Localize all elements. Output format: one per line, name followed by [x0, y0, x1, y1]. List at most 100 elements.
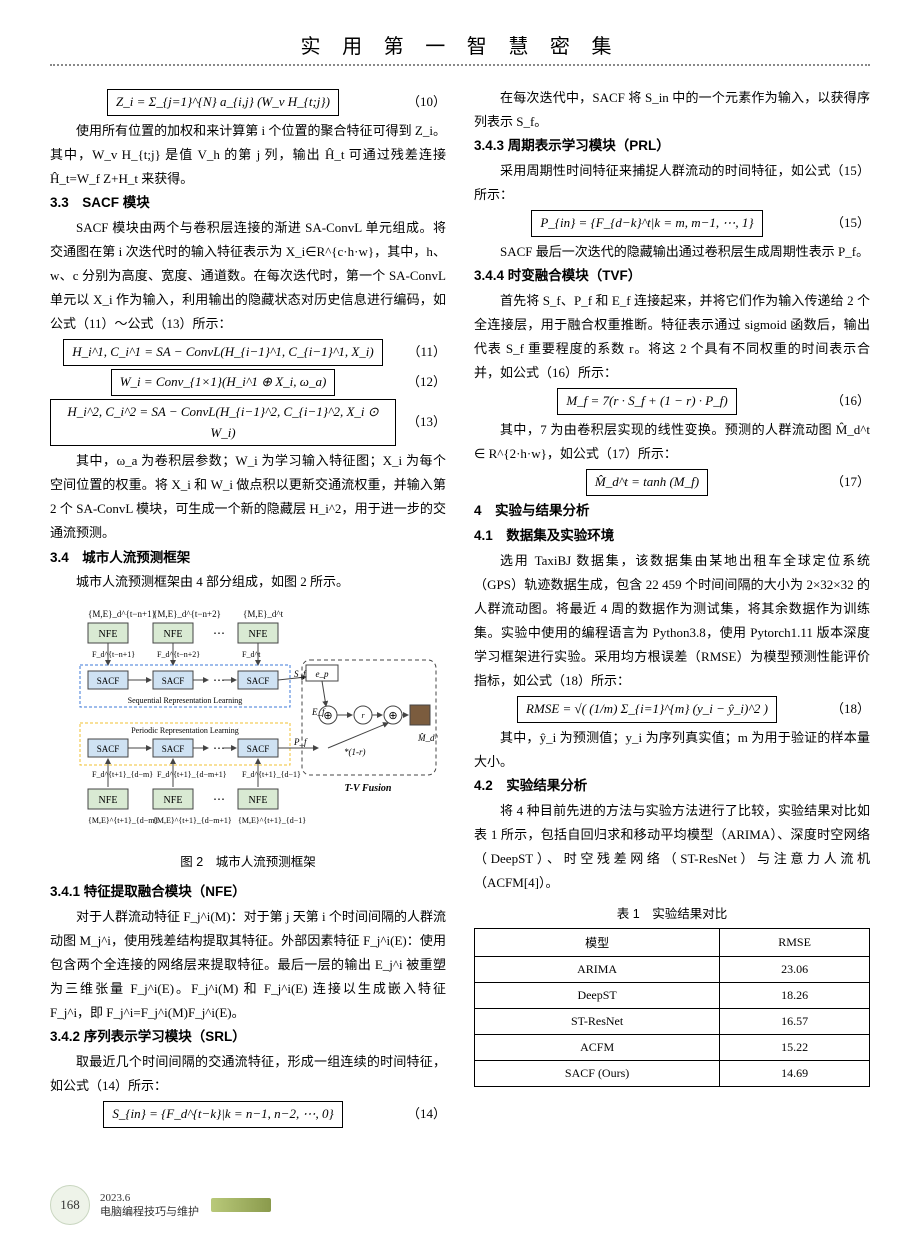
svg-text:F_d^{t+1}_{d−m+1}: F_d^{t+1}_{d−m+1} — [157, 770, 227, 779]
eq18-formula: RMSE = √( (1/m) Σ_{i=1}^{m} (y_i − ŷ_i)^… — [517, 696, 777, 723]
svg-text:SACF: SACF — [162, 744, 185, 754]
svg-text:M̂_d^t: M̂_d^t — [417, 732, 438, 742]
table-col-0: 模型 — [475, 929, 720, 957]
eq18-num: （18） — [820, 699, 870, 720]
figure-2: {M,E}_d^{t−n+1} {M,E}_d^{t−n+2} {M,E}_d^… — [50, 605, 446, 870]
eq14-formula: S_{in} = {F_d^{t−k}|k = n−1, n−2, ⋯, 0} — [103, 1101, 342, 1128]
svg-text:NFE: NFE — [99, 795, 118, 806]
svg-text:NFE: NFE — [249, 629, 268, 640]
svg-text:F_d^{t+1}_{d−1}: F_d^{t+1}_{d−1} — [242, 770, 301, 779]
eq15-formula: P_{in} = {F_{d−k}^t|k = m, m−1, ⋯, 1} — [531, 210, 762, 237]
equation-12: W_i = Conv_{1×1}(H_i^1 ⊕ X_i, ω_a) （12） — [50, 369, 446, 396]
para-3-4-2: 取最近几个时间间隔的交通流特征，形成一组连续的时间特征，如公式（14）所示： — [50, 1050, 446, 1098]
eq16-formula: M_f = 7(r · S_f + (1 − r) · P_f) — [557, 388, 736, 415]
section-4-1: 4.1 数据集及实验环境 — [474, 524, 870, 549]
para-3-4-4a: 首先将 S_f、P_f 和 E_f 连接起来，并将它们作为输入传递给 2 个全连… — [474, 289, 870, 385]
eq11-num: （11） — [396, 342, 446, 363]
equation-13: H_i^2, C_i^2 = SA − ConvL(H_{i−1}^2, C_{… — [50, 399, 446, 447]
para-3-4-1: 对于人群流动特征 F_j^i(M)：对于第 j 天第 i 个时间间隔的人群流动图… — [50, 905, 446, 1025]
table-1: 模型 RMSE ARIMA 23.06 DeepST 18.26 ST-ResN… — [474, 928, 870, 1087]
fig-nfe-top: NFE NFE ⋯ NFE — [88, 623, 278, 643]
table-col-1: RMSE — [720, 929, 870, 957]
svg-text:F_d^{t+1}_{d−m}: F_d^{t+1}_{d−m} — [92, 770, 153, 779]
equation-14: S_{in} = {F_d^{t−k}|k = n−1, n−2, ⋯, 0} … — [50, 1101, 446, 1128]
para-3-4: 城市人流预测框架由 4 部分组成，如图 2 所示。 — [50, 570, 446, 594]
svg-text:NFE: NFE — [99, 629, 118, 640]
svg-text:T-V Fusion: T-V Fusion — [345, 783, 392, 794]
svg-text:NFE: NFE — [164, 795, 183, 806]
eq11-formula: H_i^1, C_i^1 = SA − ConvL(H_{i−1}^1, C_{… — [63, 339, 382, 366]
svg-text:⊕: ⊕ — [388, 710, 397, 722]
equation-16: M_f = 7(r · S_f + (1 − r) · P_f) （16） — [474, 388, 870, 415]
svg-text:SACF: SACF — [97, 744, 120, 754]
eq12-formula: W_i = Conv_{1×1}(H_i^1 ⊕ X_i, ω_a) — [111, 369, 336, 396]
header-divider — [50, 64, 870, 66]
cable-icon — [211, 1198, 271, 1212]
svg-text:Periodic Representation Learni: Periodic Representation Learning — [131, 726, 239, 735]
svg-text:F_d^t: F_d^t — [242, 650, 261, 659]
section-3-4-2: 3.4.2 序列表示学习模块（SRL） — [50, 1025, 446, 1050]
fig-top-in-1: {M,E}_d^{t−n+2} — [153, 609, 221, 619]
para-3-3a: SACF 模块由两个与卷积层连接的渐进 SA-ConvL 单元组成。将交通图在第… — [50, 216, 446, 336]
svg-text:SACF: SACF — [97, 676, 120, 686]
fig-top-in-2: {M,E}_d^t — [243, 609, 284, 619]
eq10-formula: Z_i = Σ_{j=1}^{N} a_{i,j} (W_v H_{t;j}) — [107, 89, 339, 116]
para-4-1: 选用 TaxiBJ 数据集，该数据集由某地出租车全球定位系统（GPS）轨迹数据生… — [474, 549, 870, 693]
svg-text:F_d^{t−n+2}: F_d^{t−n+2} — [157, 650, 200, 659]
svg-text:E_f: E_f — [311, 707, 326, 717]
svg-text:{M,E}^{t+1}_{d−m+1}: {M,E}^{t+1}_{d−m+1} — [153, 816, 232, 825]
table-row: ST-ResNet 16.57 — [475, 1009, 870, 1035]
equation-18: RMSE = √( (1/m) Σ_{i=1}^{m} (y_i − ŷ_i)^… — [474, 696, 870, 723]
figure-2-caption: 图 2 城市人流预测框架 — [50, 851, 446, 870]
para-iter: 在每次迭代中，SACF 将 S_in 中的一个元素作为输入，以获得序列表示 S_… — [474, 86, 870, 134]
para-4-1b: 其中，ŷ_i 为预测值；y_i 为序列真实值；m 为用于验证的样本量大小。 — [474, 726, 870, 774]
left-column: Z_i = Σ_{j=1}^{N} a_{i,j} (W_v H_{t;j}) … — [50, 86, 446, 1131]
svg-text:e_p: e_p — [316, 669, 329, 679]
table-1-caption: 表 1 实验结果对比 — [474, 903, 870, 922]
eq15-num: （15） — [820, 213, 870, 234]
equation-11: H_i^1, C_i^1 = SA − ConvL(H_{i−1}^1, C_{… — [50, 339, 446, 366]
svg-text:{M,E}^{t+1}_{d−m}: {M,E}^{t+1}_{d−m} — [88, 816, 158, 825]
para-3-4-3b: SACF 最后一次迭代的隐藏输出通过卷积层生成周期性表示 P_f。 — [474, 240, 870, 264]
svg-text:F_d^{t−n+1}: F_d^{t−n+1} — [92, 650, 135, 659]
svg-text:NFE: NFE — [164, 629, 183, 640]
footer-text: 2023.6 电脑编程技巧与维护 — [100, 1191, 199, 1220]
section-3-4-4: 3.4.4 时变融合模块（TVF） — [474, 264, 870, 289]
section-3-4-3: 3.4.3 周期表示学习模块（PRL） — [474, 134, 870, 159]
content-columns: Z_i = Σ_{j=1}^{N} a_{i,j} (W_v H_{t;j}) … — [50, 86, 870, 1131]
page-number-badge: 168 — [50, 1185, 90, 1225]
page-header: 实 用 第 一 智 慧 密 集 — [50, 30, 870, 59]
equation-17: M̂_d^t = tanh (M_f) （17） — [474, 469, 870, 496]
eq13-formula: H_i^2, C_i^2 = SA − ConvL(H_{i−1}^2, C_{… — [50, 399, 396, 447]
svg-text:{M,E}^{t+1}_{d−1}: {M,E}^{t+1}_{d−1} — [238, 816, 306, 825]
svg-text:P_f: P_f — [293, 737, 308, 747]
section-3-4: 3.4 城市人流预测框架 — [50, 546, 446, 571]
eq16-num: （16） — [820, 391, 870, 412]
para-after-eq10: 使用所有位置的加权和来计算第 i 个位置的聚合特征可得到 Z_i。其中，W_v … — [50, 119, 446, 191]
eq14-num: （14） — [396, 1104, 446, 1125]
svg-text:⊕: ⊕ — [323, 710, 332, 722]
equation-10: Z_i = Σ_{j=1}^{N} a_{i,j} (W_v H_{t;j}) … — [50, 89, 446, 116]
section-3-3: 3.3 SACF 模块 — [50, 191, 446, 216]
footer-journal: 电脑编程技巧与维护 — [100, 1205, 199, 1219]
right-column: 在每次迭代中，SACF 将 S_in 中的一个元素作为输入，以获得序列表示 S_… — [474, 86, 870, 1131]
svg-text:⋯: ⋯ — [213, 792, 225, 806]
figure-2-svg: {M,E}_d^{t−n+1} {M,E}_d^{t−n+2} {M,E}_d^… — [58, 605, 438, 845]
svg-text:SACF: SACF — [162, 676, 185, 686]
table-header-row: 模型 RMSE — [475, 929, 870, 957]
svg-text:⋯: ⋯ — [213, 626, 225, 640]
para-3-4-3a: 采用周期性时间特征来捕捉人群流动的时间特征，如公式（15）所示： — [474, 159, 870, 207]
svg-text:SACF: SACF — [247, 744, 270, 754]
eq17-formula: M̂_d^t = tanh (M_f) — [586, 469, 708, 496]
equation-15: P_{in} = {F_{d−k}^t|k = m, m−1, ⋯, 1} （1… — [474, 210, 870, 237]
svg-text:NFE: NFE — [249, 795, 268, 806]
section-4-2: 4.2 实验结果分析 — [474, 774, 870, 799]
table-row: DeepST 18.26 — [475, 983, 870, 1009]
svg-text:SACF: SACF — [247, 676, 270, 686]
svg-text:S_f: S_f — [294, 669, 307, 679]
para-3-3b: 其中，ω_a 为卷积层参数；W_i 为学习输入特征图；X_i 为每个空间位置的权… — [50, 449, 446, 545]
eq10-num: （10） — [396, 92, 446, 113]
svg-text:*(1-r): *(1-r) — [344, 747, 366, 757]
table-row: SACF (Ours) 14.69 — [475, 1061, 870, 1087]
footer-date: 2023.6 — [100, 1191, 199, 1205]
